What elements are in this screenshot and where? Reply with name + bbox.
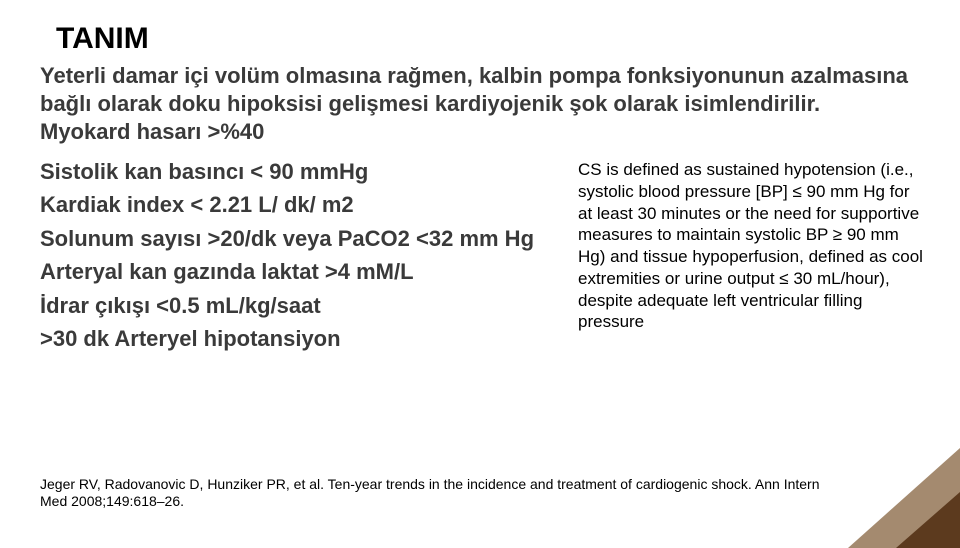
intro-paragraph: Yeterli damar içi volüm olmasına rağmen,… (40, 62, 924, 117)
criteria-item: Solunum sayısı >20/dk veya PaCO2 <32 mm … (40, 222, 570, 255)
criteria-item: Arteryal kan gazında laktat >4 mM/L (40, 255, 570, 288)
slide: TANIM Yeterli damar içi volüm olmasına r… (0, 0, 960, 548)
right-column: CS is defined as sustained hypotension (… (578, 147, 924, 356)
criteria-item: Sistolik kan basıncı < 90 mmHg (40, 155, 570, 188)
slide-title: TANIM (56, 22, 924, 56)
citation-text: Jeger RV, Radovanovic D, Hunziker PR, et… (40, 476, 840, 510)
criteria-item: Kardiak index < 2.21 L/ dk/ m2 (40, 188, 570, 221)
subheading: Myokard hasarı >%40 (40, 119, 924, 145)
content-columns: Sistolik kan basıncı < 90 mmHg Kardiak i… (40, 147, 924, 356)
criteria-list: Sistolik kan basıncı < 90 mmHg Kardiak i… (40, 155, 570, 356)
corner-accent-icon (848, 448, 960, 548)
criteria-item: İdrar çıkışı <0.5 mL/kg/saat (40, 289, 570, 322)
left-column: Sistolik kan basıncı < 90 mmHg Kardiak i… (40, 147, 570, 356)
cs-definition: CS is defined as sustained hypotension (… (578, 159, 924, 333)
criteria-item: >30 dk Arteryel hipotansiyon (40, 322, 570, 355)
